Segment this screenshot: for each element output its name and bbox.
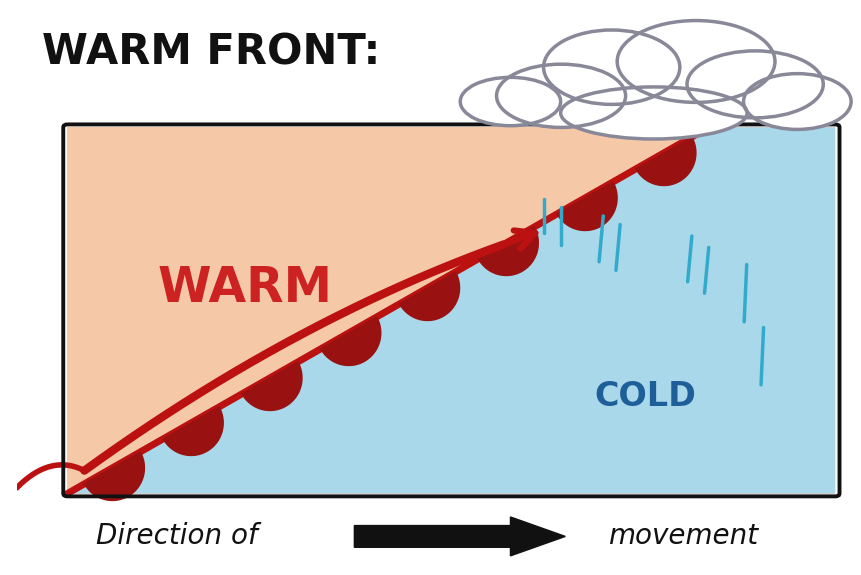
Ellipse shape (686, 51, 822, 118)
Polygon shape (242, 362, 301, 411)
Polygon shape (400, 272, 459, 320)
Polygon shape (67, 127, 834, 493)
Ellipse shape (460, 78, 560, 126)
Text: COLD: COLD (594, 380, 696, 413)
Ellipse shape (560, 87, 746, 139)
Polygon shape (635, 137, 695, 186)
Polygon shape (556, 182, 616, 231)
Polygon shape (163, 407, 223, 455)
Text: Direction of: Direction of (96, 523, 257, 550)
Ellipse shape (496, 64, 625, 128)
Polygon shape (478, 227, 538, 275)
Polygon shape (320, 317, 381, 366)
Text: WARM FRONT:: WARM FRONT: (41, 32, 380, 74)
Ellipse shape (616, 21, 774, 102)
Ellipse shape (743, 74, 850, 129)
Text: movement: movement (608, 523, 758, 550)
Ellipse shape (543, 30, 679, 105)
Polygon shape (84, 452, 145, 500)
Text: WARM: WARM (157, 263, 331, 312)
Polygon shape (354, 517, 565, 556)
Polygon shape (67, 127, 834, 493)
